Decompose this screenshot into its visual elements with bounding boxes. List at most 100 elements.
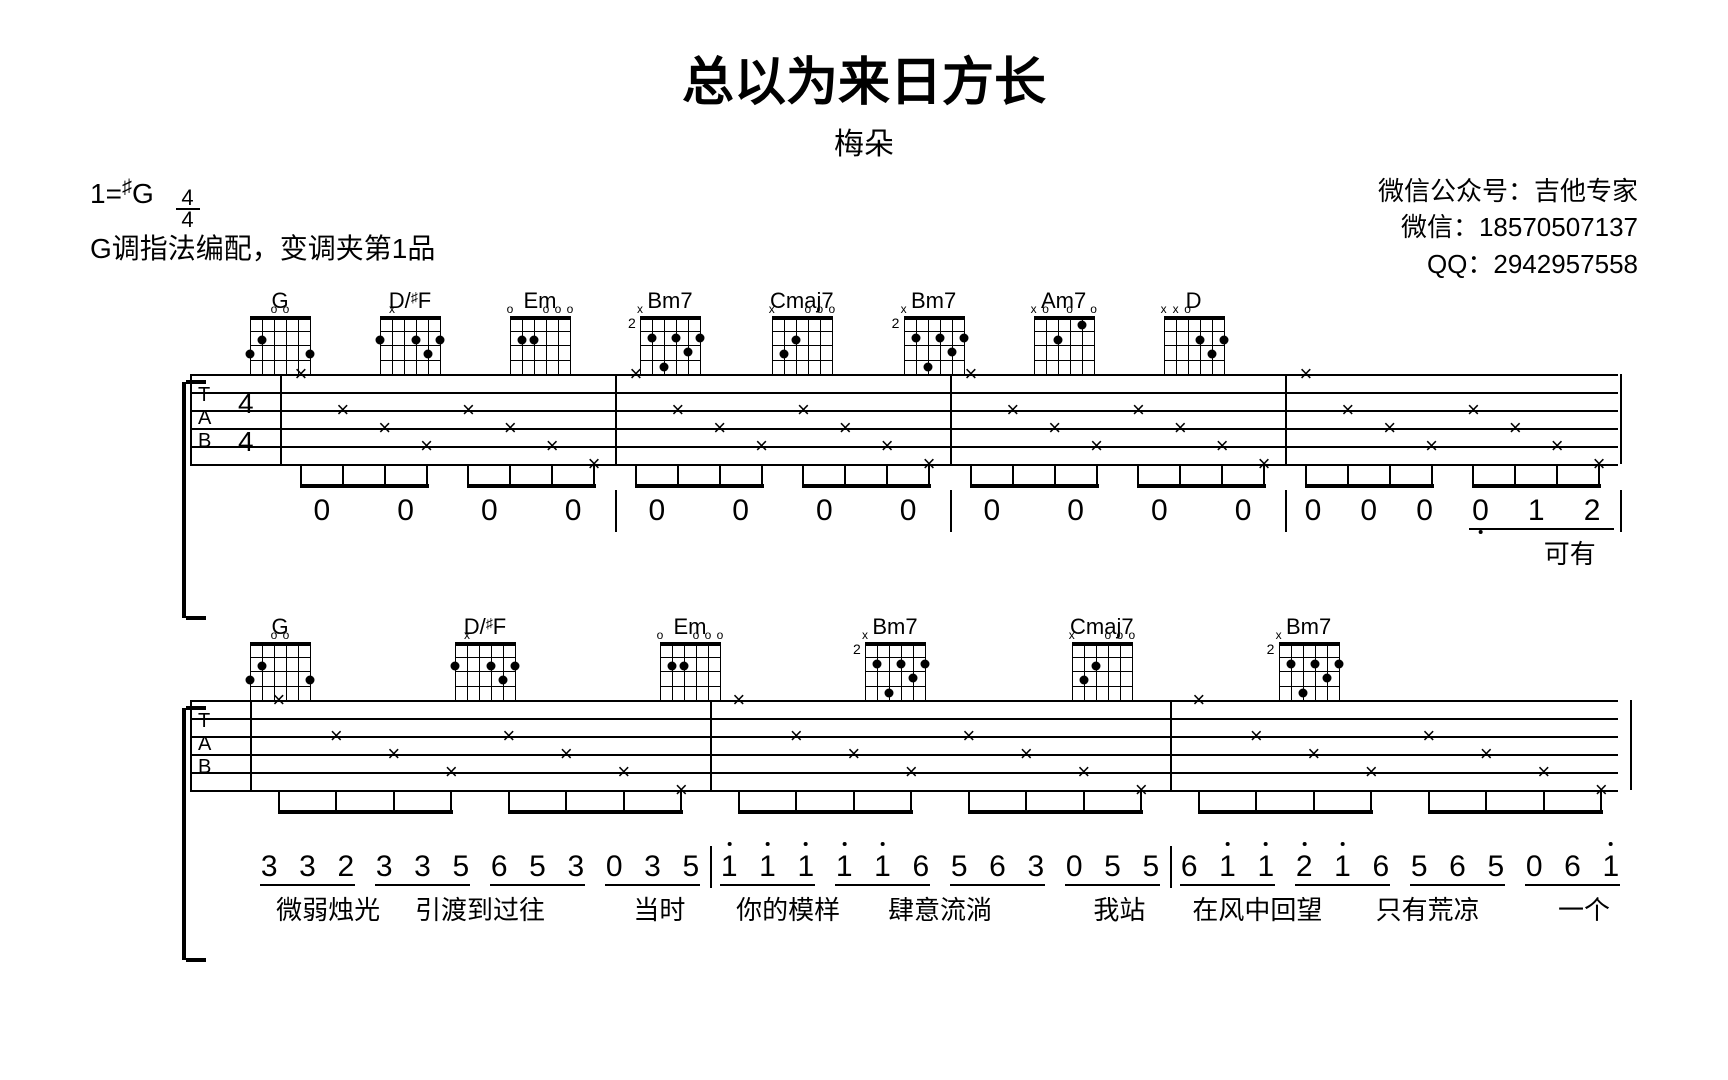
jianpu-note: 5: [682, 850, 699, 884]
chord: D/♯Fx: [455, 614, 515, 700]
credit-qq: QQ：2942957558: [1378, 246, 1638, 282]
tab-note: ×: [1480, 741, 1493, 767]
chord-diagram: xooo: [1072, 642, 1132, 700]
tab-note: ×: [671, 397, 684, 423]
artist-name: 梅朵: [90, 119, 1638, 163]
tab-note: ×: [1425, 433, 1438, 459]
song-title: 总以为来日方长: [90, 40, 1638, 115]
staff-timesig-top: 4: [238, 388, 254, 420]
jianpu-note: 2: [1296, 850, 1313, 884]
tab-note: ×: [797, 397, 810, 423]
jianpu-note: 1: [1257, 850, 1274, 884]
jianpu-note: 0: [1526, 850, 1543, 884]
chord-diagram: x2: [1279, 642, 1339, 700]
chord-diagram: xxo: [1164, 316, 1224, 374]
tab-note: ×: [1132, 397, 1145, 423]
jianpu-note: 3: [1027, 850, 1044, 884]
chord: Bm7x2: [865, 614, 925, 700]
jianpu-note: 0: [816, 494, 833, 528]
chord-name: Bm7: [911, 288, 956, 314]
tab-note: ×: [790, 723, 803, 749]
lyric: 一个: [1558, 890, 1610, 927]
staff-timesig-bot: 4: [238, 426, 254, 458]
tab-note: ×: [502, 723, 515, 749]
jianpu-note: 0: [1472, 494, 1489, 528]
jianpu-note: 0: [606, 850, 623, 884]
system-1: GooD/♯FxEmooooBm7x2Cmaj7xoooBm7x2Am7xooo…: [90, 288, 1638, 564]
jianpu-note: 3: [644, 850, 661, 884]
tab-note: ×: [1537, 759, 1550, 785]
jianpu-note: 1: [836, 850, 853, 884]
jianpu-note: 0: [1151, 494, 1168, 528]
jianpu-note: 6: [1449, 850, 1466, 884]
sharp-symbol: ♯: [122, 172, 132, 202]
tab-note: ×: [504, 415, 517, 441]
jianpu-note: 5: [1411, 850, 1428, 884]
jianpu-note: 3: [567, 850, 584, 884]
chord-name: D/♯F: [464, 614, 506, 640]
chord-diagram: x: [380, 316, 440, 374]
tab-note: ×: [965, 361, 978, 387]
jianpu-note: 0: [1067, 494, 1084, 528]
tab-note: ×: [1422, 723, 1435, 749]
chord-diagram: x: [455, 642, 515, 700]
tab-note: ×: [839, 415, 852, 441]
key-info: 1=♯G 4 4 G调指法编配，变调夹第1品: [90, 173, 435, 270]
tab-t: T: [198, 384, 212, 407]
chord: Am7xooo: [1034, 288, 1094, 374]
jianpu-note: 5: [951, 850, 968, 884]
tab-note: ×: [336, 397, 349, 423]
chord-diagram: xooo: [1034, 316, 1094, 374]
chord-diagram: oooo: [660, 642, 720, 700]
tab-note: ×: [1250, 723, 1263, 749]
chord: Bm7x2: [1279, 614, 1339, 700]
tab-note: ×: [630, 361, 643, 387]
tab-note: ×: [1216, 433, 1229, 459]
timesig-bot: 4: [181, 210, 193, 230]
jianpu-note: 2: [337, 850, 354, 884]
tab-note: ×: [617, 759, 630, 785]
chord-diagram: x2: [904, 316, 964, 374]
jianpu-note: 0: [1235, 494, 1252, 528]
chord: Bm7x2: [640, 288, 700, 374]
tab-note: ×: [1020, 741, 1033, 767]
jianpu-note: 1: [797, 850, 814, 884]
jianpu-note: 1: [759, 850, 776, 884]
chord-diagram: x2: [640, 316, 700, 374]
tab-note: ×: [732, 687, 745, 713]
jianpu-note: 6: [1564, 850, 1581, 884]
tab-note: ×: [755, 433, 768, 459]
tab-b: B: [198, 756, 212, 779]
chord-name: Cmaj7: [1070, 614, 1134, 640]
capo-note: G调指法编配，变调夹第1品: [90, 228, 435, 270]
lyric: 可有: [1544, 534, 1596, 571]
jianpu-note: 0: [565, 494, 582, 528]
chord-name: Bm7: [647, 288, 692, 314]
jianpu-note: 0: [1066, 850, 1083, 884]
credit-wechat: 微信：18570507137: [1378, 209, 1638, 245]
jianpu-note: 5: [529, 850, 546, 884]
tab-note: ×: [1551, 433, 1564, 459]
jianpu-note: 0: [1305, 494, 1322, 528]
tab-note: ×: [1341, 397, 1354, 423]
credits: 微信公众号：吉他专家 微信：18570507137 QQ：2942957558: [1378, 173, 1638, 282]
jianpu-note: 0: [900, 494, 917, 528]
jianpu-note: 5: [452, 850, 469, 884]
number-row-1: 000000000000000012可有: [190, 494, 1618, 564]
tab-note: ×: [330, 723, 343, 749]
timesig-top: 4: [181, 188, 193, 208]
chord: Emoooo: [660, 614, 720, 700]
jianpu-note: 0: [481, 494, 498, 528]
tab-a: A: [198, 733, 212, 756]
jianpu-note: 6: [989, 850, 1006, 884]
jianpu-note: 6: [1372, 850, 1389, 884]
jianpu-note: 0: [984, 494, 1001, 528]
tab-note: ×: [420, 433, 433, 459]
tab-t: T: [198, 710, 212, 733]
tab-note: ×: [387, 741, 400, 767]
jianpu-note: 3: [414, 850, 431, 884]
tab-note: ×: [1383, 415, 1396, 441]
tab-note: ×: [962, 723, 975, 749]
chord: Dxxo: [1164, 288, 1224, 374]
tab-clef-2: T A B: [198, 710, 212, 779]
